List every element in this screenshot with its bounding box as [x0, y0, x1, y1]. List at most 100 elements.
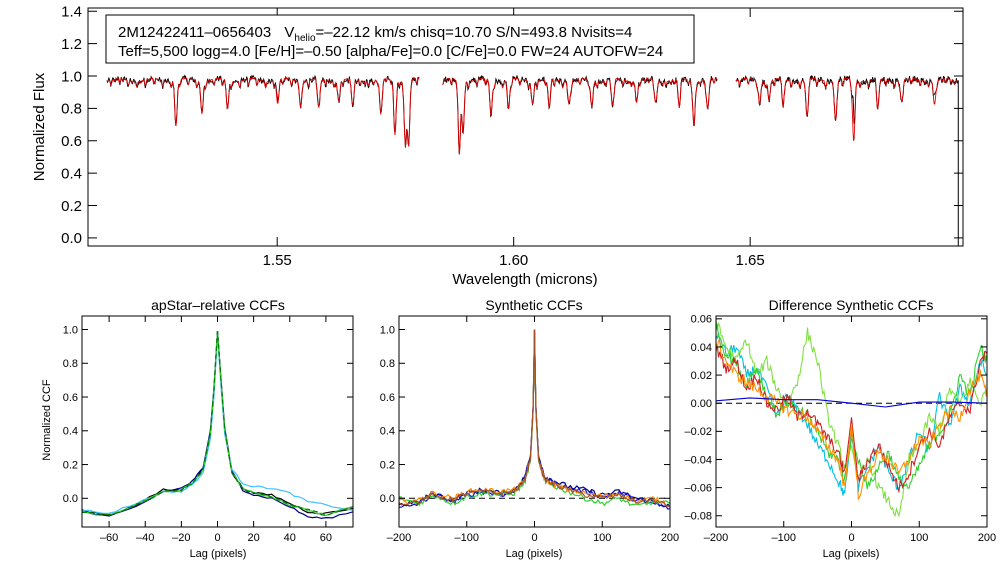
y-tick-label: 0.4	[61, 165, 82, 182]
spectrum-marks	[106, 74, 959, 246]
y-tick-label: 0.2	[63, 459, 78, 471]
diff-blue-zero-line	[716, 397, 987, 408]
x-tick-label: –200	[704, 532, 728, 544]
x-tick-label: –40	[136, 532, 154, 544]
legend-frame	[105, 14, 695, 64]
spectrum-xlabel: Wavelength (microns)	[452, 271, 597, 288]
helio-subscript: helio	[294, 33, 316, 44]
diff-green-line	[716, 323, 987, 490]
y-tick-label: 0.8	[63, 358, 78, 370]
legend-line-1: 2M12422411–0656403 Vhelio=–22.12 km/s ch…	[118, 24, 632, 44]
spectrum-panel: 1.55 1.60 1.65 0.0 0.2 0.4 0.6 0.8 1.0 1.2 1.4 2M1…	[31, 3, 964, 288]
series-group	[399, 329, 670, 510]
y-tick-label: –0.02	[684, 426, 712, 438]
apstar-ccf-ylabel: Normalized CCF	[41, 379, 53, 461]
difference-ccf-panel: Difference Synthetic CCFs –200 –100 0 100 20…	[684, 297, 996, 560]
x-tick-label: 40	[284, 532, 296, 544]
synthetic-spectrum-chip-3	[735, 77, 959, 142]
x-tick-label: 20	[248, 532, 260, 544]
x-tick-label: 100	[593, 532, 611, 544]
x-tick-label: –100	[455, 532, 479, 544]
spectrum-frame	[87, 7, 964, 247]
difference-ccf-marks	[716, 320, 987, 518]
difference-ccf-xlabel: Lag (pixels)	[823, 548, 880, 560]
y-tick-label: 1.2	[61, 36, 82, 53]
x-tick-label: 0	[848, 532, 854, 544]
y-tick-label: 0.02	[691, 370, 712, 382]
y-tick-label: 0.0	[61, 230, 82, 247]
y-tick-label: 1.4	[61, 3, 82, 20]
apstar-ccf-title: apStar–relative CCFs	[151, 297, 285, 313]
y-tick-label: 0.0	[380, 493, 395, 505]
synthetic-ccf-panel: Synthetic CCFs –200 –100 0 100 200 0.0 0.2 0.4 0…	[380, 297, 679, 560]
x-tick-label: 0	[214, 532, 220, 544]
x-tick-label: 0	[531, 532, 537, 544]
y-tick-label: 0.4	[380, 426, 395, 438]
x-tick-label: 1.55	[263, 252, 292, 269]
v-symbol: V	[284, 24, 294, 41]
observed-spectrum-chip-2	[442, 74, 718, 155]
diff-red-line	[716, 344, 987, 494]
x-tick-label: 60	[320, 532, 332, 544]
y-tick-label: 0.6	[63, 392, 78, 404]
x-tick-label: –20	[172, 532, 190, 544]
y-tick-label: 0.2	[380, 459, 395, 471]
legend-line-1-rest: =–22.12 km/s chisq=10.70 S/N=493.8 Nvisi…	[316, 24, 633, 41]
y-tick-label: 1.0	[380, 324, 395, 336]
ccf-green-dashed-line	[82, 331, 353, 517]
y-tick-label: 0.0	[63, 493, 78, 505]
y-tick-label: 0.00	[691, 398, 712, 410]
y-tick-label: 0.2	[61, 198, 82, 215]
synthetic-ccf-axes: –200 –100 0 100 200 0.0 0.2 0.4 0.6 0.8 1.0	[380, 316, 679, 544]
diff-light-green-line	[716, 320, 987, 518]
observed-spectrum-chip-1	[106, 74, 420, 148]
y-tick-label: –0.08	[684, 511, 712, 523]
x-tick-label: 200	[978, 532, 996, 544]
star-id: 2M12422411–0656403	[118, 24, 271, 41]
y-tick-label: 0.6	[380, 392, 395, 404]
legend-line-2: Teff=5,500 logg=4.0 [Fe/H]=–0.50 [alpha/…	[118, 43, 663, 60]
synthetic-spectrum-chip-1	[106, 77, 420, 147]
difference-ccf-axes: –200 –100 0 100 200 –0.08 –0.06 –0.04 –0.02 0.00 0…	[684, 314, 996, 544]
x-tick-label: 1.65	[736, 252, 765, 269]
ccf-black-line	[82, 331, 353, 517]
synthetic-spectrum-chip-2	[442, 77, 718, 154]
y-tick-label: –0.06	[684, 482, 712, 494]
x-tick-label: 1.60	[499, 252, 528, 269]
apstar-ccf-axes: –60 –40 –20 0 20 40 60 0.0 0.2 0.4 0.6 0.8 1.0	[63, 316, 353, 544]
x-tick-label: –200	[387, 532, 411, 544]
y-tick-label: 1.0	[63, 324, 78, 336]
y-tick-label: 0.06	[691, 314, 712, 326]
apstar-ccf-panel: apStar–relative CCFs –60 –40 –20 0 20 40 60 0.0…	[41, 297, 354, 560]
x-tick-label: –60	[100, 532, 118, 544]
difference-ccf-title: Difference Synthetic CCFs	[769, 297, 934, 313]
ccf-green-line	[82, 331, 353, 517]
synthetic-ccf-title: Synthetic CCFs	[485, 297, 582, 313]
spectrum-axes: 1.55 1.60 1.65 0.0 0.2 0.4 0.6 0.8 1.0 1.2 1.4	[61, 3, 963, 269]
ccf-light-blue-line	[82, 334, 353, 515]
apstar-ccf-frame	[81, 315, 354, 528]
ccf-dark-blue-line	[82, 331, 353, 520]
apstar-ccf-marks	[82, 331, 353, 520]
apstar-ccf-xlabel: Lag (pixels)	[190, 548, 247, 560]
diff-cyan-line	[716, 332, 987, 496]
diff-orange-line	[716, 339, 987, 501]
y-tick-label: 0.8	[61, 101, 82, 118]
synthetic-ccf-marks	[399, 329, 670, 510]
synthetic-ccf-xlabel: Lag (pixels)	[506, 548, 563, 560]
y-tick-label: 0.6	[61, 133, 82, 150]
x-tick-label: 100	[910, 532, 928, 544]
syn-brown-line	[399, 329, 670, 508]
y-tick-label: –0.04	[684, 454, 712, 466]
spectrum-legend-box: 2M12422411–0656403 Vhelio=–22.12 km/s ch…	[105, 14, 695, 64]
y-tick-label: 0.8	[380, 358, 395, 370]
series-group	[82, 331, 353, 520]
y-tick-label: 0.4	[63, 426, 78, 438]
y-tick-label: 1.0	[61, 68, 82, 85]
spectrum-ylabel: Normalized Flux	[31, 72, 48, 181]
series-group	[716, 320, 987, 518]
y-tick-label: 0.04	[691, 342, 712, 354]
x-tick-label: –100	[772, 532, 796, 544]
x-tick-label: 200	[661, 532, 679, 544]
